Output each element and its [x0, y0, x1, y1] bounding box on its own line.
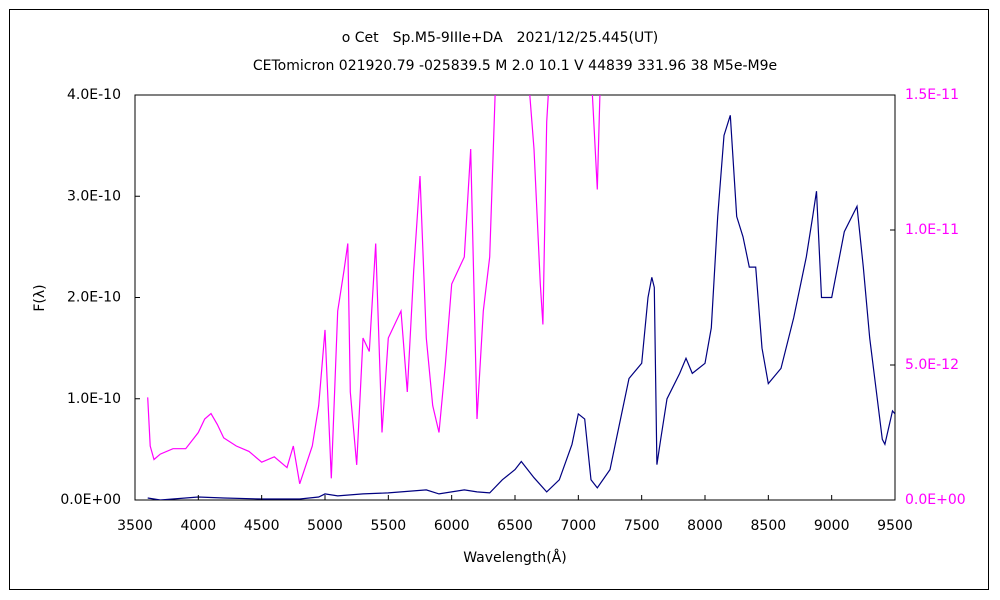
- spectrum-line: [147, 115, 895, 500]
- x-tick-label: 4500: [244, 518, 280, 534]
- x-tick-label: 6500: [497, 518, 533, 534]
- x-tick-label: 5500: [371, 518, 407, 534]
- y-tick-label: 4.0E-10: [67, 87, 121, 103]
- x-tick-label: 8000: [687, 518, 723, 534]
- y2-tick-label: 1.0E-11: [905, 222, 959, 238]
- frame: [9, 9, 989, 590]
- plot-lines: [147, 95, 895, 500]
- x-tick-label: 4000: [181, 518, 217, 534]
- chart-title: ο Cet Sp.M5-9IIIe+DA 2021/12/25.445(UT): [342, 30, 659, 46]
- x-tick-label: 3500: [117, 518, 153, 534]
- x-tick-label: 9000: [814, 518, 850, 534]
- x-tick-label: 7500: [624, 518, 660, 534]
- x-tick-label: 7000: [561, 518, 597, 534]
- y-axis-label: F(λ): [32, 284, 48, 311]
- y2-tick-label: 5.0E-12: [905, 357, 959, 373]
- x-tick-label: 5000: [307, 518, 343, 534]
- x-tick-label: 8500: [751, 518, 787, 534]
- y-tick-label: 0.0E+00: [60, 492, 121, 508]
- y-tick-label: 3.0E-10: [67, 188, 121, 204]
- y-tick-label: 1.0E-10: [67, 391, 121, 407]
- chart-subtitle: CETomicron 021920.79 -025839.5 M 2.0 10.…: [253, 58, 777, 74]
- x-tick-label: 9500: [877, 518, 913, 534]
- y2-tick-label: 1.5E-11: [905, 87, 959, 103]
- y2-tick-label: 0.0E+00: [905, 492, 966, 508]
- y-tick-label: 2.0E-10: [67, 290, 121, 306]
- x-tick-label: 6000: [434, 518, 470, 534]
- x-axis-label: Wavelength(Å): [463, 549, 567, 566]
- spectrum-line: [147, 95, 601, 484]
